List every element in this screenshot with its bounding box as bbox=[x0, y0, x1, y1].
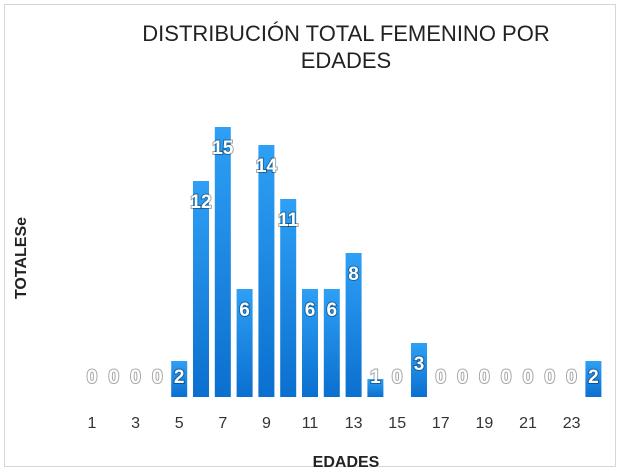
x-tick-label: 7 bbox=[218, 415, 227, 432]
bar bbox=[193, 181, 209, 397]
value-label: 12 bbox=[190, 192, 211, 213]
value-label: 0 bbox=[436, 367, 447, 388]
bar bbox=[367, 379, 384, 397]
value-label: 14 bbox=[256, 156, 278, 177]
x-tick-label: 19 bbox=[476, 415, 494, 432]
x-tick-label: 23 bbox=[563, 415, 581, 432]
y-axis-label: TOTALESe bbox=[13, 217, 30, 299]
bar bbox=[323, 289, 340, 397]
bar bbox=[214, 127, 231, 397]
value-label: 0 bbox=[479, 367, 490, 388]
bar bbox=[171, 361, 188, 397]
value-label: 3 bbox=[414, 354, 425, 375]
value-label: 0 bbox=[545, 367, 556, 388]
value-label: 8 bbox=[348, 264, 359, 285]
value-label: 0 bbox=[130, 367, 141, 388]
x-tick-label: 1 bbox=[88, 415, 97, 432]
value-label: 0 bbox=[523, 367, 534, 388]
x-tick-label: 5 bbox=[175, 415, 184, 432]
chart-title: DISTRIBUCIÓN TOTAL FEMENINO POR EDADES bbox=[142, 21, 550, 73]
bar bbox=[280, 199, 297, 397]
bar bbox=[302, 289, 318, 397]
bar bbox=[236, 289, 253, 397]
value-label: 0 bbox=[87, 367, 98, 388]
value-label: 1 bbox=[370, 367, 381, 388]
x-tick-label: 11 bbox=[302, 415, 319, 432]
value-label: 2 bbox=[588, 367, 599, 388]
value-label: 0 bbox=[457, 367, 468, 388]
value-label: 0 bbox=[566, 367, 577, 388]
value-label: 6 bbox=[305, 300, 316, 321]
value-label: 0 bbox=[501, 367, 512, 388]
value-label: 0 bbox=[392, 367, 403, 388]
x-tick-label: 21 bbox=[519, 415, 537, 432]
value-label: 15 bbox=[212, 138, 234, 159]
x-axis-label: EDADES bbox=[313, 454, 380, 471]
x-tick-label: 13 bbox=[345, 415, 363, 432]
bar bbox=[585, 361, 602, 397]
x-tick-label: 17 bbox=[432, 415, 450, 432]
bar bbox=[345, 253, 362, 397]
value-label: 2 bbox=[174, 367, 185, 388]
value-label: 6 bbox=[239, 300, 250, 321]
value-label: 0 bbox=[109, 367, 120, 388]
value-label: 6 bbox=[327, 300, 338, 321]
bar bbox=[411, 343, 427, 397]
bar bbox=[258, 145, 275, 397]
value-label: 0 bbox=[152, 367, 163, 388]
x-tick-label: 9 bbox=[262, 415, 271, 432]
x-tick-label: 15 bbox=[388, 415, 406, 432]
value-label: 11 bbox=[278, 210, 299, 231]
x-tick-label: 3 bbox=[131, 415, 140, 432]
